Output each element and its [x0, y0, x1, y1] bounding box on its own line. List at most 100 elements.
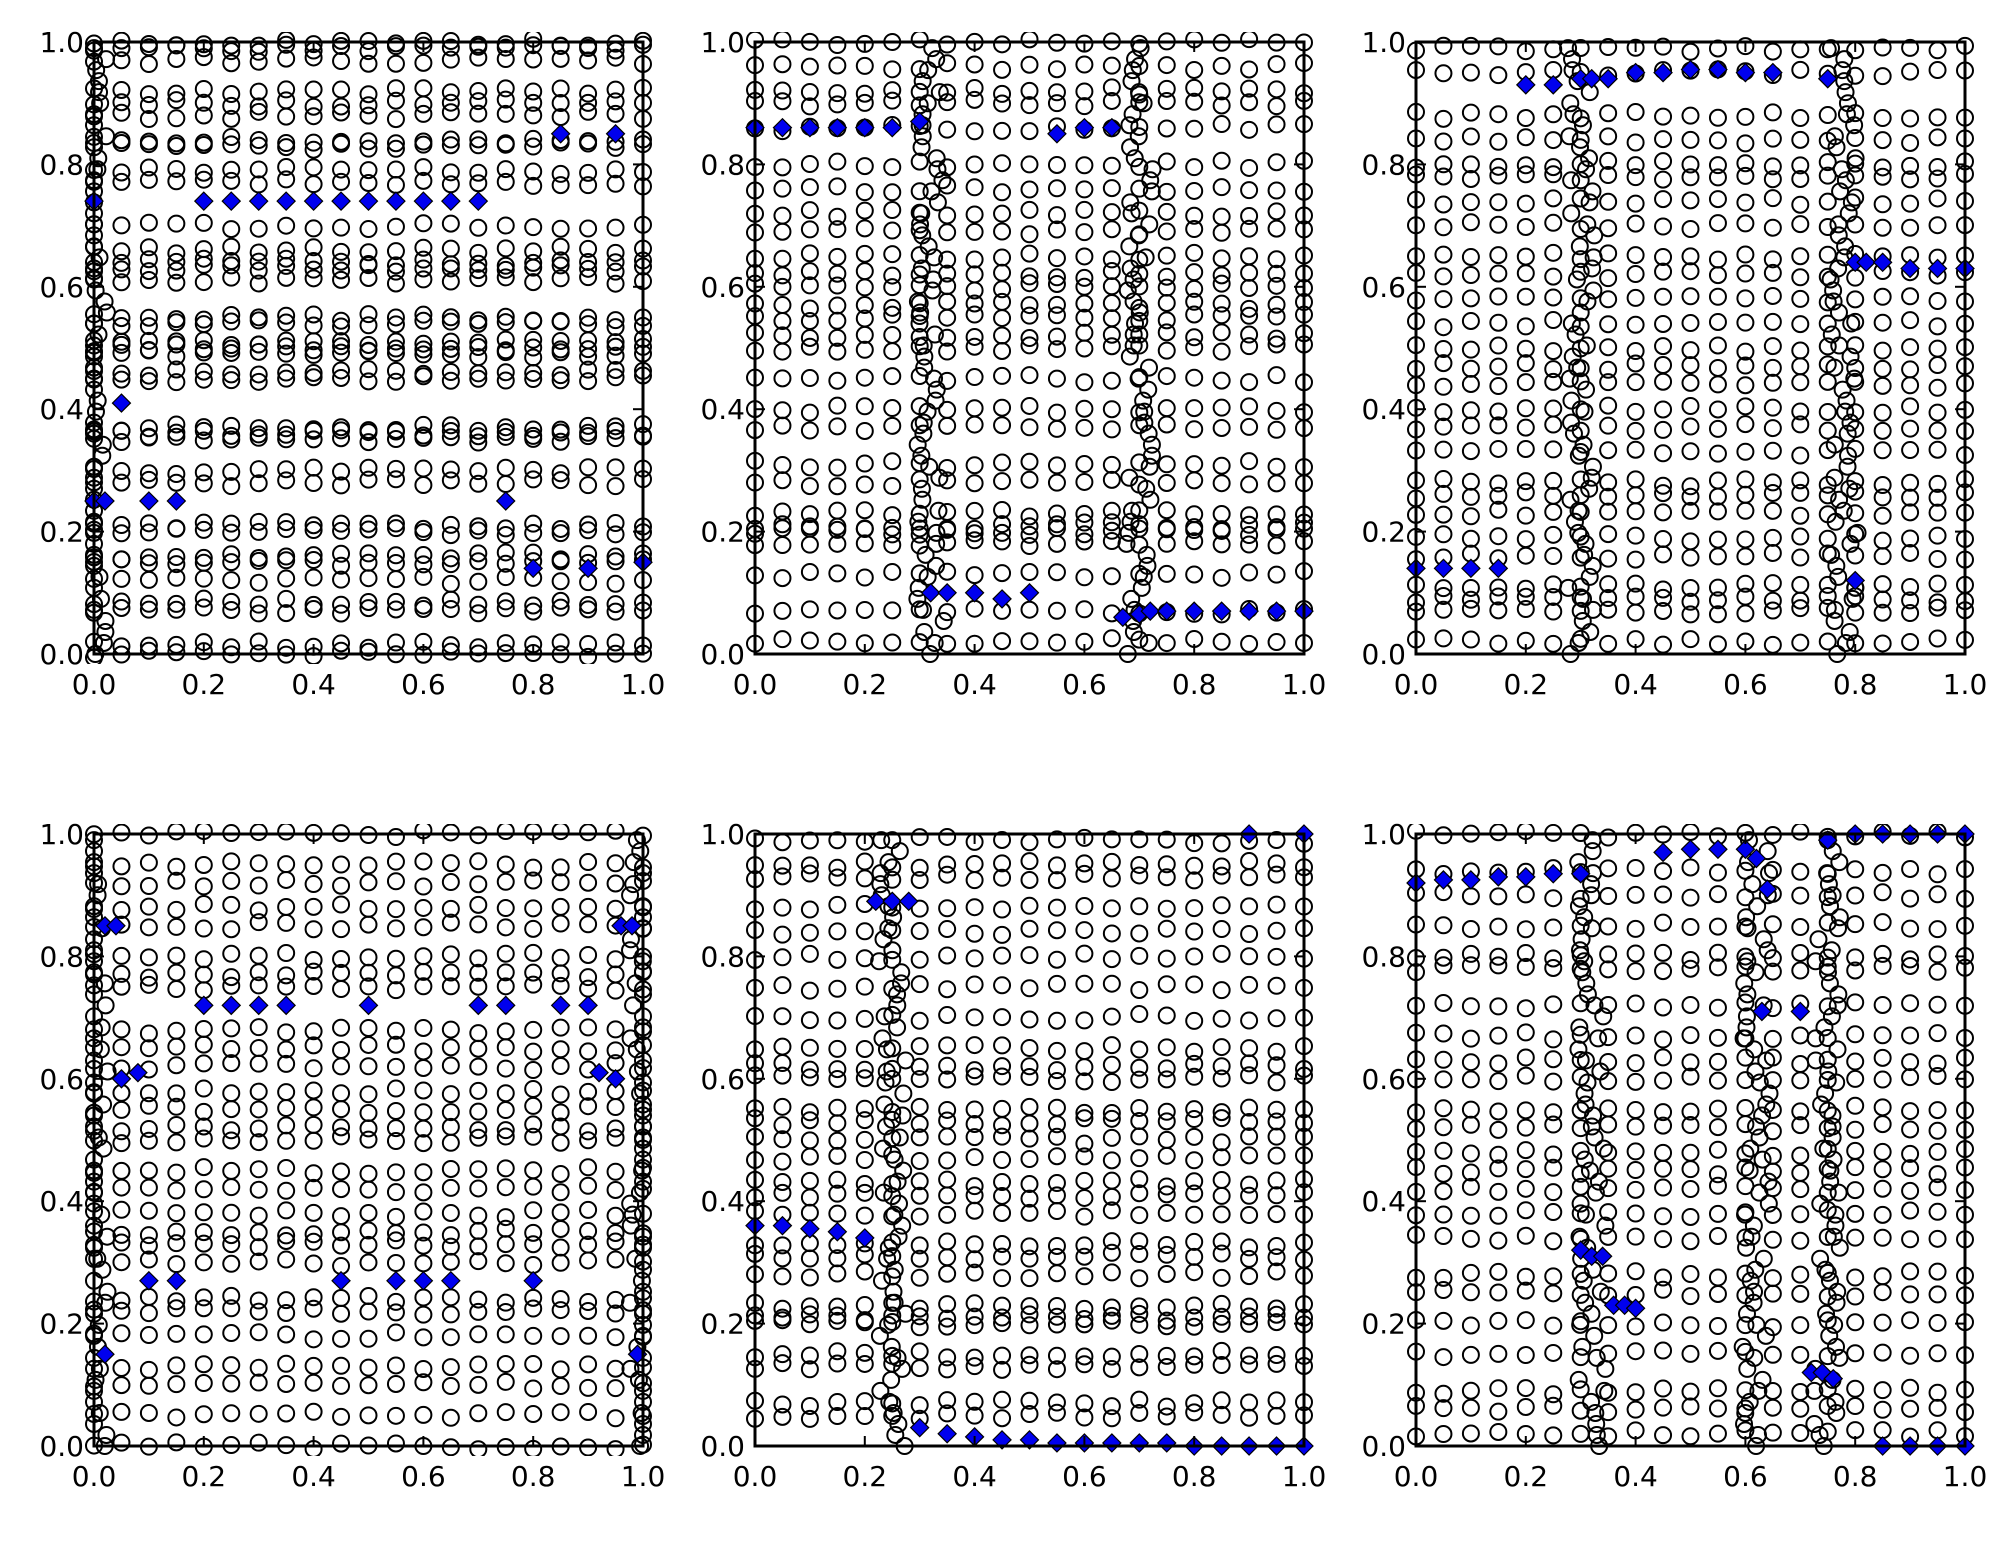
circle-point: [1928, 1101, 1947, 1120]
circle-point: [1576, 1205, 1595, 1224]
circle-point: [1157, 564, 1176, 583]
circle-point: [139, 331, 158, 350]
circle-point: [1489, 578, 1508, 597]
circle-point: [1102, 830, 1121, 849]
circle-point: [606, 633, 625, 652]
circle-point: [1240, 852, 1259, 871]
circle-point: [1140, 358, 1159, 377]
circle-point: [1836, 402, 1855, 421]
circle-point: [304, 546, 323, 565]
circle-point: [1047, 179, 1066, 198]
circle-point: [1461, 169, 1480, 188]
circle-point: [993, 1314, 1012, 1333]
circle-point: [1626, 1117, 1645, 1136]
circle-point: [1102, 400, 1121, 419]
circle-point: [1020, 1305, 1039, 1324]
diamond-point: [1047, 1433, 1067, 1453]
circle-point: [359, 977, 378, 996]
circle-point: [1020, 632, 1039, 651]
circle-point: [1873, 287, 1892, 306]
circle-point: [1825, 127, 1844, 146]
circle-point: [1240, 506, 1259, 525]
circle-point: [1544, 105, 1563, 124]
circle-point: [551, 269, 570, 288]
circle-point: [965, 178, 984, 197]
circle-point: [1828, 1282, 1847, 1301]
circle-point: [1586, 1403, 1605, 1422]
circle-point: [94, 633, 113, 652]
circle-point: [1873, 195, 1892, 214]
circle-point: [441, 1085, 460, 1104]
circle-point: [441, 590, 460, 609]
circle-point: [773, 925, 792, 944]
circle-point: [1681, 262, 1700, 281]
circle-point: [1516, 128, 1535, 147]
circle-point: [1654, 1116, 1673, 1135]
circle-point: [579, 315, 598, 334]
circle-point: [1267, 1056, 1286, 1075]
circle-point: [222, 553, 241, 572]
circle-point: [1791, 247, 1810, 266]
circle-point: [304, 316, 323, 335]
circle-point: [1818, 402, 1837, 421]
circle-point: [927, 149, 946, 168]
circle-point: [1240, 1039, 1259, 1058]
circle-point: [496, 918, 515, 937]
circle-point: [888, 1018, 907, 1037]
circle-point: [1461, 1424, 1480, 1443]
circle-point: [1626, 1054, 1645, 1073]
circle-point: [918, 94, 937, 113]
circle-point: [606, 1162, 625, 1181]
circle-point: [112, 80, 131, 99]
circle-point: [441, 214, 460, 233]
circle-point: [883, 535, 902, 554]
circle-point: [1566, 325, 1585, 344]
circle-point: [1130, 1297, 1149, 1316]
circle-point: [938, 400, 957, 419]
circle-point: [883, 525, 902, 544]
circle-point: [1845, 369, 1864, 388]
circle-point: [1873, 1142, 1892, 1161]
diamond-point: [1680, 59, 1701, 80]
circle-point: [1240, 515, 1259, 534]
circle-point: [1806, 1029, 1825, 1048]
circle-point: [1134, 567, 1153, 586]
circle-point: [551, 176, 570, 195]
circle-point: [965, 1177, 984, 1196]
circle-point: [1544, 288, 1563, 307]
circle-point: [1594, 1139, 1613, 1158]
circle-point: [139, 308, 158, 327]
circle-point: [95, 974, 114, 993]
circle-point: [938, 250, 957, 269]
circle-point: [194, 170, 213, 189]
circle-point: [304, 260, 323, 279]
circle-point: [1020, 1405, 1039, 1424]
circle-point: [414, 95, 433, 114]
circle-point: [1750, 1128, 1769, 1147]
circle-point: [1544, 1115, 1563, 1134]
circle-point: [332, 556, 351, 575]
circle-point: [1157, 323, 1176, 342]
circle-point: [579, 340, 598, 359]
circle-point: [1654, 885, 1673, 904]
circle-point: [1818, 864, 1837, 883]
diamond-point: [1211, 601, 1232, 622]
circle-point: [386, 420, 405, 439]
circle-point: [579, 521, 598, 540]
circle-point: [1582, 468, 1601, 487]
circle-point: [1763, 441, 1782, 460]
circle-point: [139, 853, 158, 872]
circle-point: [1461, 1070, 1480, 1089]
diamond-point: [1112, 607, 1133, 628]
circle-point: [606, 253, 625, 272]
circle-point: [1544, 1158, 1563, 1177]
y-tick-label: 0.6: [700, 271, 745, 304]
circle-point: [800, 178, 819, 197]
circle-point: [579, 1082, 598, 1101]
circle-point: [1626, 1227, 1645, 1246]
circle-point: [112, 516, 131, 535]
circle-point: [249, 901, 268, 920]
circle-point: [579, 132, 598, 151]
circle-point: [934, 611, 953, 630]
x-tick-label: 1.0: [1282, 668, 1327, 701]
